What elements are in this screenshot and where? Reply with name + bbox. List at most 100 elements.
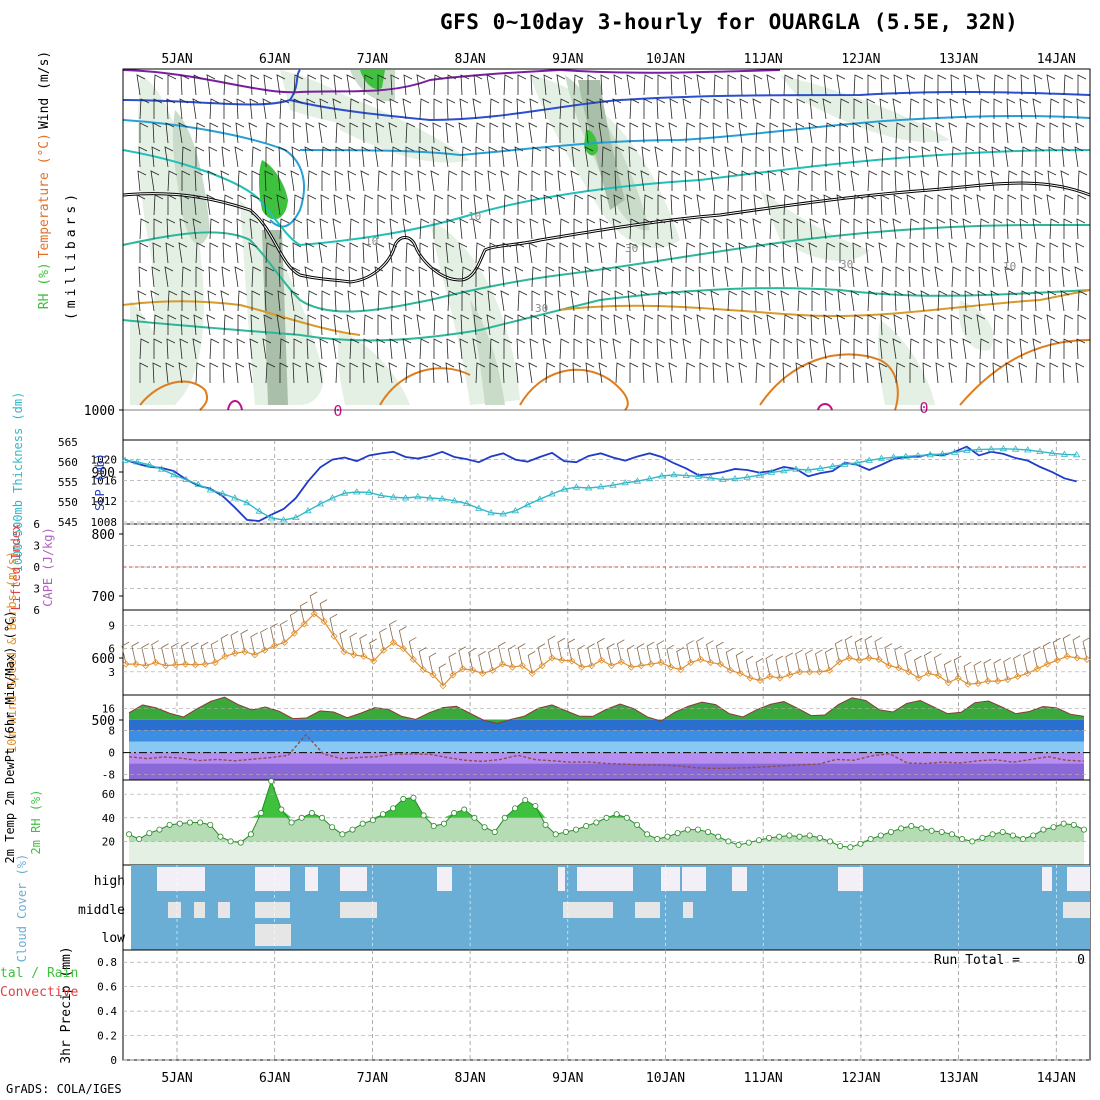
- wind-barb: [570, 290, 580, 312]
- wind-barb: [209, 242, 219, 263]
- wind-barb: [263, 194, 273, 216]
- wind-barb: [1035, 122, 1046, 144]
- wind-speed-point: [280, 638, 289, 647]
- wind-barb: [179, 338, 189, 360]
- wind-barb: [943, 660, 952, 683]
- wind-barb: [780, 170, 790, 192]
- wind-barb: [881, 170, 891, 191]
- wind-barb: [1063, 218, 1073, 239]
- wind-barb: [445, 242, 455, 264]
- wind-barb: [753, 74, 763, 96]
- wind-barb: [206, 194, 216, 216]
- wind-barb: [711, 146, 721, 168]
- wind-barb: [921, 266, 931, 288]
- wind-barb: [963, 74, 973, 96]
- rh-point: [186, 819, 193, 826]
- rh-area-mid: [129, 781, 1084, 842]
- wind-barb: [824, 170, 834, 192]
- rh-point: [217, 833, 224, 840]
- wind-barb: [363, 338, 373, 359]
- rh-point: [207, 821, 214, 828]
- wind-barb: [867, 74, 877, 95]
- wind-barb: [977, 290, 987, 312]
- thickness-point: [902, 452, 910, 459]
- wind-barb: [766, 194, 776, 216]
- wind-barb: [556, 314, 566, 336]
- wind-barb: [374, 266, 384, 288]
- thickness-point: [267, 514, 276, 521]
- wind-barb: [472, 218, 482, 240]
- wind-barb: [962, 338, 972, 360]
- wind-barb: [489, 218, 500, 240]
- temp-axis-label: 2m Temp 2m DewPt (6hr Min/Max) (°C): [3, 611, 17, 864]
- wind-barb: [321, 146, 332, 168]
- thickness-point: [1048, 449, 1056, 456]
- wind-speed-point: [578, 663, 586, 671]
- wind-barb: [795, 649, 803, 672]
- isotherm-line: [959, 339, 1091, 406]
- wind-barb: [713, 314, 724, 336]
- wind-barb: [797, 194, 807, 215]
- cloud-clear-cell: [682, 867, 706, 891]
- wind-barb: [293, 338, 303, 359]
- wind-barb: [237, 74, 247, 95]
- wind-barb: [379, 627, 387, 651]
- wind-barb: [250, 314, 260, 336]
- wind-barb: [599, 338, 609, 360]
- thickness-point: [279, 516, 288, 523]
- wind-barb: [935, 242, 945, 264]
- wind-barb: [614, 170, 624, 192]
- cloud-clear-cell: [1063, 902, 1090, 918]
- wind-barb: [321, 266, 332, 288]
- wind-speed-point: [389, 638, 398, 647]
- wind-barb: [361, 146, 371, 168]
- thickness-point: [804, 466, 812, 473]
- wind-barb: [262, 218, 272, 240]
- wind-speed-point: [310, 610, 318, 618]
- wind-barb: [936, 218, 946, 240]
- wind-barb: [545, 146, 555, 167]
- thickness-point: [292, 513, 300, 520]
- rh-point: [247, 831, 254, 838]
- y-tick-label: 0.2: [97, 1030, 117, 1043]
- wind-barb: [1035, 242, 1046, 264]
- wind-barb: [391, 170, 401, 191]
- wind-barb: [587, 170, 598, 192]
- wind-barb: [937, 194, 947, 215]
- cloud-clear-cell: [732, 867, 747, 891]
- wind-barb: [432, 242, 442, 264]
- wind-barb: [137, 170, 147, 192]
- wind-barb: [280, 620, 288, 643]
- wind-barb: [892, 218, 902, 240]
- wind-barb: [851, 146, 861, 168]
- wind-barb: [781, 266, 791, 288]
- wind-barb: [948, 242, 958, 264]
- wind-barb: [811, 170, 821, 191]
- wind-speed-point: [994, 677, 1002, 685]
- wind-barb: [965, 362, 976, 384]
- wind-barb: [685, 122, 696, 144]
- rh-point: [369, 817, 376, 824]
- wind-barb: [136, 194, 146, 216]
- wind-barb: [783, 314, 794, 336]
- precip-axis-label: 3hr Precip (mm): [59, 946, 74, 1063]
- wind-barb: [528, 362, 538, 384]
- rh-point: [633, 821, 640, 828]
- wind-barb: [769, 122, 779, 143]
- wind-barb: [346, 194, 356, 216]
- wind-barb: [235, 242, 245, 264]
- wind-barb: [195, 242, 206, 264]
- wind-barb: [612, 338, 622, 360]
- wind-barb: [349, 98, 360, 120]
- wind-barb: [752, 218, 762, 240]
- wind-barb: [727, 194, 737, 215]
- wind-barb: [390, 194, 400, 216]
- wind-barb: [498, 641, 506, 665]
- wind-barb: [838, 146, 848, 168]
- wind-barb: [867, 290, 878, 312]
- rh-point: [197, 819, 204, 826]
- wind-barb: [543, 74, 553, 96]
- rh-point: [430, 823, 437, 830]
- wind-barb: [811, 146, 822, 168]
- wind-barb: [319, 338, 329, 360]
